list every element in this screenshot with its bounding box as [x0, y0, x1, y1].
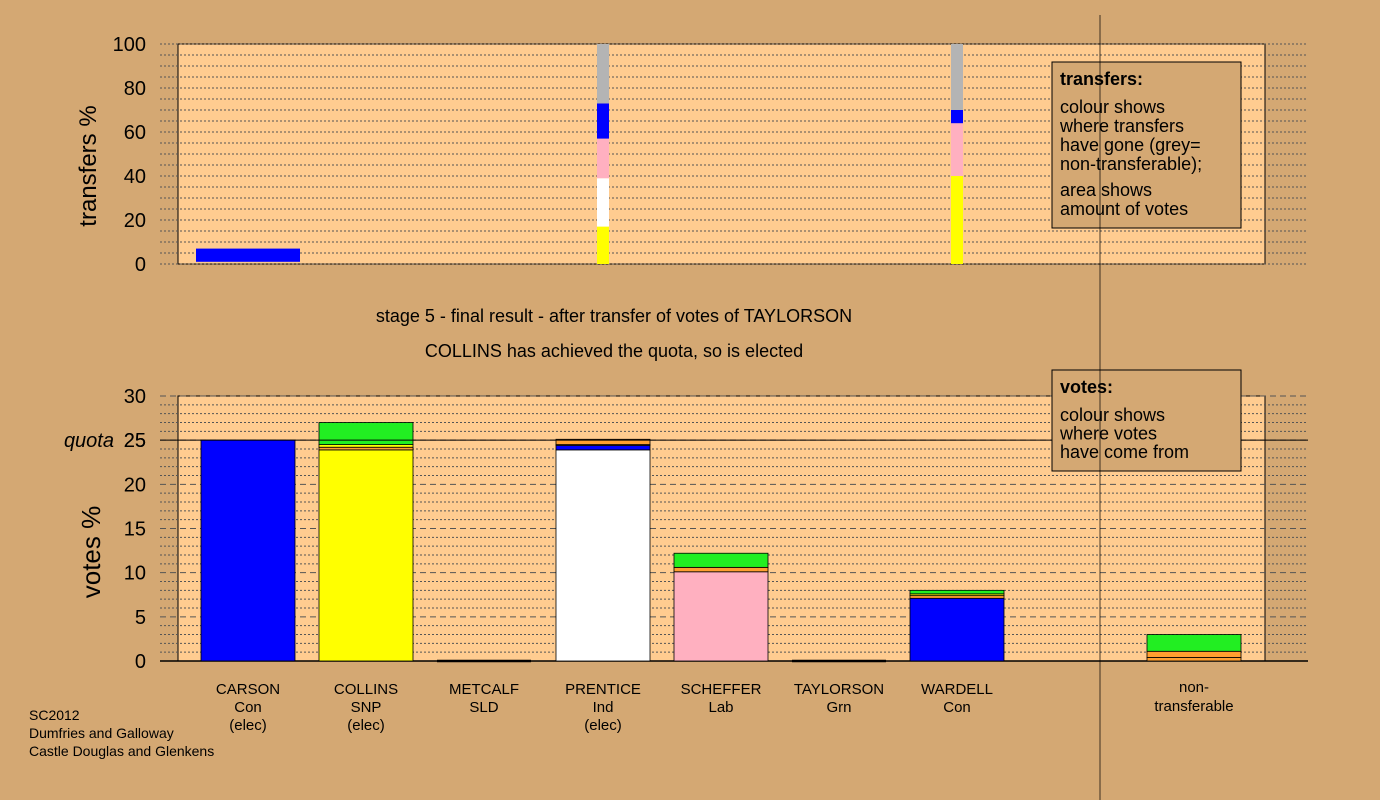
votes-y-tick-label: 15: [124, 519, 146, 541]
candidate-name: WARDELL: [921, 681, 993, 698]
votes-y-tick-label: 10: [124, 563, 146, 585]
transfers-legend-title: transfers:: [1060, 69, 1143, 89]
vote-bar-segment-scheffer: [673, 566, 769, 573]
candidate-party: Con: [234, 699, 262, 716]
transfers-y-tick-label: 20: [124, 210, 146, 232]
transfer-bar-segment-wardell: [951, 123, 963, 176]
votes-y-tick-label: 5: [135, 607, 146, 629]
votes-legend-line: where votes: [1059, 424, 1157, 444]
votes-bars: [200, 422, 1242, 663]
vote-bar-segment-wardell: [909, 589, 1005, 595]
candidate-name: SCHEFFER: [681, 681, 762, 698]
candidate-name: CARSON: [216, 681, 280, 698]
transfer-bar-segment-wardell: [951, 176, 963, 264]
transfers-legend-line: amount of votes: [1060, 199, 1188, 219]
votes-legend-line: have come from: [1060, 442, 1189, 462]
transfer-bar-segment-prentice: [597, 226, 609, 264]
transfers-y-ticks: 0 20 40 60 80 100: [113, 34, 146, 276]
votes-legend-title: votes:: [1060, 377, 1113, 397]
nontransferable-label: non-transferable: [1154, 679, 1233, 715]
votes-legend-line: colour shows: [1060, 405, 1165, 425]
transfer-bar-segment-wardell: [951, 44, 963, 110]
transfer-bar-segment-prentice: [597, 138, 609, 179]
candidate-party: Ind: [593, 699, 614, 716]
transfer-bar-segment-prentice: [597, 178, 609, 227]
votes-y-tick-label: 30: [124, 386, 146, 408]
footer-line: SC2012: [29, 707, 80, 723]
footer-line: Dumfries and Galloway: [29, 725, 174, 741]
transfer-bar-segment-wardell: [951, 110, 963, 124]
vote-bar-segment-collins: [318, 422, 414, 445]
candidate-party: Lab: [708, 699, 733, 716]
transfers-legend-line: area shows: [1060, 180, 1152, 200]
transfer-bar-segment-prentice: [597, 103, 609, 139]
candidate-name: TAYLORSON: [794, 681, 884, 698]
transfers-y-axis-label: transfers %: [75, 105, 102, 226]
quota-label: quota: [64, 430, 114, 452]
transfers-y-tick-label: 100: [113, 34, 146, 56]
votes-y-tick-label: 25: [124, 430, 146, 452]
transfers-legend-line: where transfers: [1059, 116, 1184, 136]
transfers-y-tick-label: 40: [124, 166, 146, 188]
candidate-name: PRENTICE: [565, 681, 641, 698]
vote-bar-segment-scheffer: [673, 552, 769, 568]
quota-tick-label: 25: [124, 430, 146, 452]
stage-subtitle: COLLINS has achieved the quota, so is el…: [425, 341, 803, 361]
candidate-party: Grn: [826, 699, 851, 716]
vote-bar-segment-prentice: [555, 445, 651, 451]
votes-y-axis-label: votes %: [76, 506, 106, 599]
vote-bar-segment-nontransferable: [1146, 634, 1242, 652]
transfers-legend-line: colour shows: [1060, 97, 1165, 117]
stage-title: stage 5 - final result - after transfer …: [376, 306, 852, 326]
candidate-party: SLD: [469, 699, 498, 716]
candidate-party: SNP: [351, 699, 382, 716]
svg-text:transferable: transferable: [1154, 698, 1233, 715]
candidate-name: COLLINS: [334, 681, 398, 698]
candidate-party: Con: [943, 699, 971, 716]
candidate-name: METCALF: [449, 681, 519, 698]
transfers-legend-line: have gone (grey=: [1060, 135, 1201, 155]
candidate-status: (elec): [347, 717, 385, 734]
votes-y-tick-label: 0: [135, 651, 146, 673]
vote-bar-segment-prentice: [555, 449, 651, 662]
constituency-footer: SC2012 Dumfries and Galloway Castle Dougla…: [29, 707, 214, 759]
vote-bar-segment-prentice: [555, 438, 651, 445]
vote-bar-segment-carson: [200, 439, 296, 662]
transfer-bar-segment-carson: [196, 248, 300, 262]
vote-bar-segment-nontransferable: [1146, 650, 1242, 658]
transfers-bars: [196, 44, 963, 264]
transfers-legend-line: non-transferable);: [1060, 154, 1202, 174]
transfer-bar-segment-prentice: [597, 44, 609, 104]
transfers-y-tick-label: 80: [124, 78, 146, 100]
vote-bar-segment-nontransferable: [1146, 657, 1242, 662]
candidate-labels: CARSONCon(elec)COLLINSSNP(elec)METCALFSL…: [216, 679, 1234, 734]
vote-bar-segment-scheffer: [673, 571, 769, 662]
svg-text:non-: non-: [1179, 679, 1209, 696]
candidate-status: (elec): [229, 717, 267, 734]
candidate-status: (elec): [584, 717, 622, 734]
transfers-y-tick-label: 0: [135, 254, 146, 276]
votes-y-tick-label: 20: [124, 474, 146, 496]
vote-bar-segment-wardell: [909, 597, 1005, 662]
footer-line: Castle Douglas and Glenkens: [29, 743, 214, 759]
transfers-y-tick-label: 60: [124, 122, 146, 144]
vote-bar-segment-collins: [318, 449, 414, 662]
